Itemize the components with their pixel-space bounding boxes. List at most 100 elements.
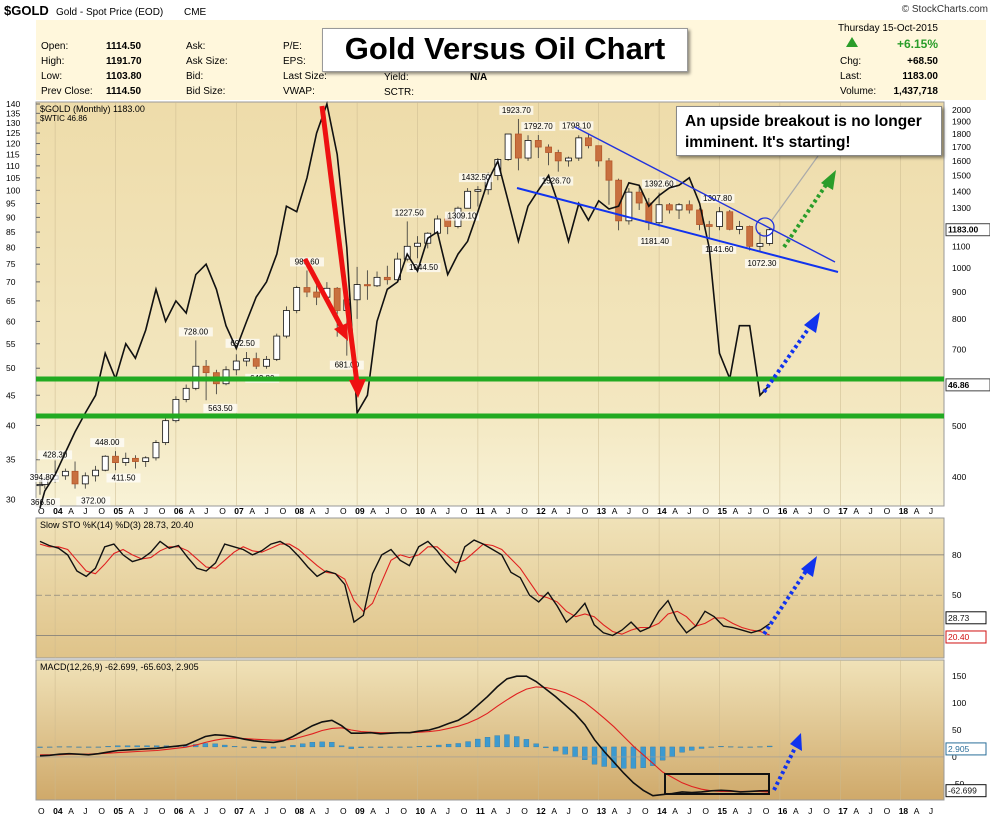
macd-lines: 150 100 50 0 -50 2.905 -62.699 xyxy=(36,671,987,798)
x-tick-label: 10 xyxy=(416,806,426,816)
macd-hist-bar xyxy=(241,746,247,748)
gold-candle xyxy=(283,310,290,337)
x-tick-label: O xyxy=(521,506,528,516)
gold-label-bg xyxy=(178,327,213,337)
sto-panel xyxy=(35,517,945,659)
x-tick-label: A xyxy=(853,806,859,816)
oil-tick-label: 125 xyxy=(6,128,20,138)
gold-candle xyxy=(605,160,613,181)
stat-value: 1,437,718 xyxy=(894,86,939,97)
x-tick-label: J xyxy=(929,806,933,816)
macd-last-tag: -62.699 xyxy=(948,786,977,796)
oil-tick-label: 130 xyxy=(6,118,20,128)
quote-label: Ask Size: xyxy=(186,56,228,67)
macd-hist-bar xyxy=(319,741,325,748)
x-tick-label: A xyxy=(129,806,135,816)
sto-k-tag: 28.73 xyxy=(948,613,970,623)
macd-hist-bar xyxy=(766,745,773,748)
x-tick-label: O xyxy=(280,806,287,816)
x-tick-label: O xyxy=(159,506,166,516)
macd-hist-bar xyxy=(397,746,403,748)
quote-date: Thursday 15-Oct-2015 xyxy=(838,23,938,34)
gold-label-bg xyxy=(225,338,260,348)
oil-tick-label: 95 xyxy=(6,199,16,209)
gold-candle xyxy=(92,469,99,477)
gold-price-label: 1044.50 xyxy=(409,263,438,272)
macd-hist-bar xyxy=(436,744,442,748)
macd-hist-bar xyxy=(669,746,675,757)
oil-tick-label: 50 xyxy=(6,363,16,373)
macd-hist-bar xyxy=(76,746,82,748)
gold-price-label: 411.50 xyxy=(112,473,136,482)
oil-tick-label: 115 xyxy=(6,149,20,159)
gold-price-label: 1392.60 xyxy=(645,180,674,189)
x-tick-label: 15 xyxy=(718,506,728,516)
macd-hist-bar xyxy=(737,746,744,748)
x-tick-label: O xyxy=(461,806,468,816)
x-tick-label: A xyxy=(853,506,859,516)
macd-hist-bar xyxy=(329,742,335,748)
macd-last-tag-bg xyxy=(945,784,987,798)
sto-tick-label: 80 xyxy=(952,550,962,560)
macd-hist-bar xyxy=(124,745,131,748)
gold-tick-label: 900 xyxy=(952,287,966,297)
x-tick-label: A xyxy=(189,806,195,816)
macd-hist-bar xyxy=(621,746,627,769)
gold-tick-label: 1000 xyxy=(952,263,971,273)
macd-hist-bar xyxy=(202,743,209,748)
x-tick-label: O xyxy=(38,506,45,516)
description: Gold - Spot Price (EOD) xyxy=(56,7,163,18)
gold-candle xyxy=(534,140,542,148)
green-arrowhead xyxy=(821,170,836,190)
macd-hist-bar xyxy=(582,746,588,760)
gold-price-label: 448.00 xyxy=(95,438,120,447)
x-tick-label: 13 xyxy=(597,806,607,816)
macd-hist-tag-bg xyxy=(945,742,987,756)
oil-tick-label: 105 xyxy=(6,173,20,183)
x-tick-label: O xyxy=(400,806,407,816)
x-tick-label: 09 xyxy=(355,806,365,816)
gold-label-bg xyxy=(392,208,427,218)
x-tick-label: O xyxy=(702,506,709,516)
x-tick-label: 13 xyxy=(597,506,607,516)
x-tick-label: O xyxy=(400,506,407,516)
macd-hist-tag: 2.905 xyxy=(948,744,970,754)
gold-label-bg xyxy=(203,403,238,413)
quote-label: P/E: xyxy=(283,41,302,52)
x-tick-label: A xyxy=(793,806,799,816)
macd-hist-bar xyxy=(407,746,413,748)
oil-tick-label: 85 xyxy=(6,227,16,237)
quote-label: Open: xyxy=(41,41,68,52)
gold-candle xyxy=(635,191,643,204)
x-tick-label: 04 xyxy=(53,806,63,816)
gold-candle xyxy=(273,335,281,360)
gold-candle xyxy=(514,133,522,159)
gold-candle xyxy=(675,204,683,211)
gold-label-bg xyxy=(521,121,556,131)
quote-right: P/E: EPS: Last Size: VWAP: xyxy=(283,41,327,97)
chart-headline: Gold Versus Oil Chart xyxy=(322,28,688,72)
quote-left: Open: 1114.50 High: 1191.70 Low: 1103.80 Prev … xyxy=(41,41,142,97)
x-tick-label: J xyxy=(385,506,389,516)
x-tick-label: J xyxy=(869,806,873,816)
legend-sto: Slow STO %K(14) %D(3) 28.73, 20.40 xyxy=(40,520,193,530)
macd-hist-bar xyxy=(115,745,121,748)
quote-stats: Chg: +68.50 Last: 1183.00 Volume: 1,437,718 xyxy=(840,56,938,97)
oil-line xyxy=(39,101,771,509)
quote-label: High: xyxy=(41,56,64,67)
source-credit: © StockCharts.com xyxy=(902,4,988,15)
x-tick-label: J xyxy=(204,806,208,816)
x-tick-label: 04 xyxy=(53,506,63,516)
x-tick-label: 08 xyxy=(295,506,305,516)
x-tick-label: A xyxy=(310,506,316,516)
macd-hist-bar xyxy=(66,746,72,748)
gold-price-label: 728.00 xyxy=(184,327,209,336)
macd-hist-bar xyxy=(290,745,296,748)
x-tick-label: O xyxy=(219,506,226,516)
gold-tick-label: 1700 xyxy=(952,142,971,152)
macd-hist-bar xyxy=(552,746,559,752)
red-arrowhead-gold xyxy=(334,323,348,341)
x-tick-label: J xyxy=(687,506,691,516)
blue-arrowhead-oil xyxy=(804,312,820,333)
macd-hist-bar xyxy=(426,745,432,748)
